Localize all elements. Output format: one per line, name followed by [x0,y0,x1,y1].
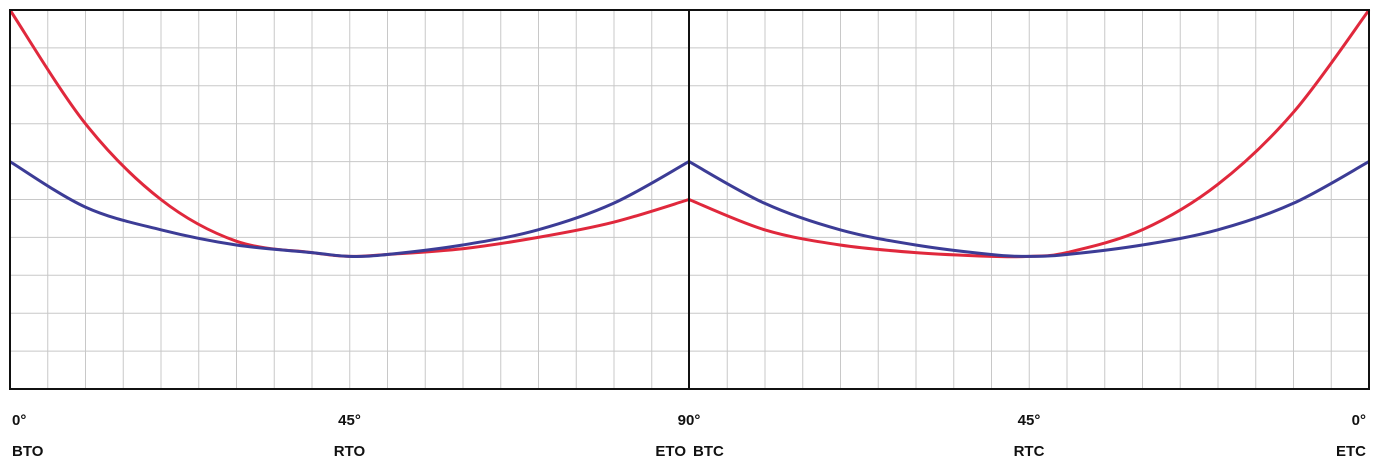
series-1-opening-line [9,160,690,258]
chart-grid [10,10,1369,389]
tick-label-position: RTO [334,443,366,460]
tick-label-angle: 0° [1352,412,1366,429]
tick-label-angle: 45° [1018,412,1041,429]
chart-series [8,9,1371,259]
tick-label-position: ETO [655,443,686,460]
tick-label-position: BTC [693,443,724,460]
tick-label-position: RTC [1014,443,1045,460]
tick-label-angle: 45° [338,412,361,429]
tick-label-angle: 90° [678,412,701,429]
chart-axes [9,9,1370,390]
tick-label-angle: 0° [12,412,26,429]
series-1-closing-line [688,160,1370,258]
tick-label-position: BTO [12,443,44,460]
x-tick-labels: 0° BTO 45° RTO 90° ETO BTC 45° RTC 0° ETC [12,412,1366,460]
tick-label-position: ETC [1336,443,1366,460]
